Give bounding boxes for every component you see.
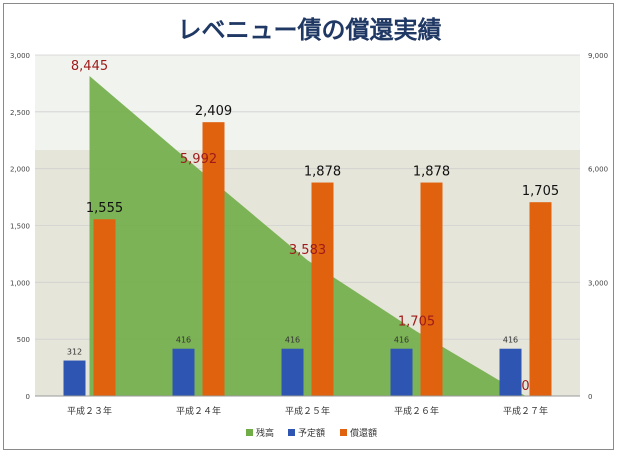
chart-title: レベニュー債の償還実績 <box>177 16 442 44</box>
legend-swatch <box>288 429 295 436</box>
left-axis-tick-label: 0 <box>26 393 30 401</box>
x-axis-tick-label: 平成２６年 <box>394 405 439 417</box>
bar-plan <box>63 360 86 396</box>
bar-repayment <box>311 182 334 396</box>
bar-repayment <box>420 182 443 396</box>
legend-swatch <box>246 429 253 436</box>
legend-label: 予定額 <box>298 427 325 439</box>
bar-repayment <box>202 122 225 396</box>
data-label-repayment: 1,705 <box>522 184 559 199</box>
bar-plan <box>281 348 304 396</box>
data-label-plan: 416 <box>176 336 191 345</box>
data-label-balance: 1,705 <box>398 314 435 329</box>
data-label-repayment: 1,878 <box>413 165 450 180</box>
bar-plan <box>172 348 195 396</box>
bar-plan <box>390 348 413 396</box>
legend-label: 償還額 <box>350 427 377 439</box>
data-label-balance: 0 <box>521 379 529 394</box>
area-series-balance <box>89 76 526 397</box>
data-label-repayment: 2,409 <box>195 104 232 119</box>
bar-repayment <box>93 219 116 396</box>
left-axis-tick-label: 500 <box>17 336 30 344</box>
right-axis-tick-label: 6,000 <box>588 166 608 174</box>
data-label-plan: 312 <box>67 348 82 357</box>
bar-repayment <box>529 202 552 396</box>
legend-swatch <box>340 429 347 436</box>
x-axis-tick-label: 平成２４年 <box>176 405 221 417</box>
left-axis-tick-label: 2,000 <box>10 166 30 174</box>
data-label-plan: 416 <box>394 336 409 345</box>
bar-plan <box>499 348 522 396</box>
left-axis-tick-label: 2,500 <box>10 109 30 117</box>
left-axis-tick-label: 3,000 <box>10 52 30 60</box>
data-label-balance: 5,992 <box>180 152 217 167</box>
data-label-plan: 416 <box>503 336 518 345</box>
data-label-repayment: 1,878 <box>304 165 341 180</box>
x-axis-tick-label: 平成２３年 <box>67 405 112 417</box>
data-label-plan: 416 <box>285 336 300 345</box>
right-axis-tick-label: 9,000 <box>588 52 608 60</box>
data-label-balance: 8,445 <box>71 59 108 74</box>
data-label-balance: 3,583 <box>289 243 326 258</box>
right-axis-tick-label: 3,000 <box>588 279 608 287</box>
x-axis-tick-label: 平成２５年 <box>285 405 330 417</box>
x-axis-tick-label: 平成２７年 <box>503 405 548 417</box>
right-axis-tick-label: 0 <box>588 393 592 401</box>
data-label-repayment: 1,555 <box>86 201 123 216</box>
legend-label: 残高 <box>256 427 274 439</box>
left-axis-tick-label: 1,500 <box>10 223 30 231</box>
left-axis-tick-label: 1,000 <box>10 279 30 287</box>
